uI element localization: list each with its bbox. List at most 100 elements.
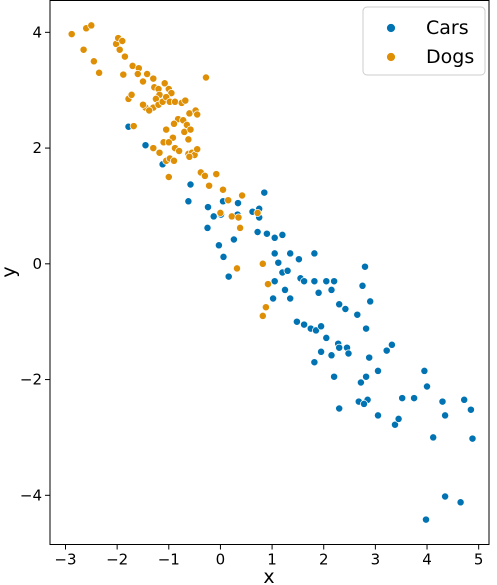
point-dogs-65 — [200, 171, 209, 180]
point-dogs-72 — [224, 196, 233, 205]
point-dogs-68 — [164, 173, 173, 181]
x-tick-label-1: 1 — [267, 551, 277, 569]
legend-marker-cars — [386, 23, 396, 33]
point-cars-73 — [374, 411, 382, 420]
point-dogs-2 — [87, 21, 96, 30]
point-cars-33 — [310, 277, 319, 286]
point-cars-19 — [229, 235, 238, 244]
point-cars-32 — [310, 249, 319, 258]
point-cars-14 — [260, 188, 269, 197]
point-cars-24 — [270, 249, 279, 258]
point-cars-77 — [410, 394, 419, 403]
point-dogs-43 — [186, 125, 195, 134]
point-cars-1 — [141, 141, 150, 150]
legend-label-cars: Cars — [426, 17, 469, 39]
point-cars-35 — [322, 277, 331, 286]
point-cars-42 — [361, 262, 369, 271]
point-dogs-3 — [89, 57, 98, 66]
point-cars-62 — [387, 340, 396, 349]
y-axis-label: y — [0, 266, 20, 277]
point-cars-66 — [356, 378, 365, 387]
point-cars-20 — [253, 228, 262, 236]
point-dogs-32 — [181, 96, 190, 105]
point-cars-49 — [300, 320, 309, 329]
point-dogs-79 — [258, 259, 267, 268]
point-dogs-83 — [258, 311, 267, 320]
point-dogs-82 — [261, 303, 270, 312]
y-axis: −4 −2 0 2 4 — [20, 23, 50, 504]
point-cars-53 — [322, 333, 331, 342]
point-cars-72 — [335, 404, 344, 413]
x-tick-label-4: 4 — [422, 551, 432, 569]
point-dogs-48 — [139, 100, 147, 109]
point-cars-3 — [184, 197, 193, 206]
x-tick-label-0: 0 — [216, 551, 226, 569]
point-cars-69 — [330, 372, 339, 381]
point-cars-74 — [391, 420, 399, 429]
point-dogs-4 — [79, 45, 88, 54]
y-tick-label-2: 2 — [32, 139, 42, 157]
point-cars-84 — [468, 434, 477, 443]
point-dogs-74 — [216, 208, 225, 217]
point-cars-29 — [294, 255, 303, 264]
point-dogs-69 — [202, 73, 210, 82]
point-dogs-30 — [171, 97, 179, 106]
legend-label-dogs: Dogs — [426, 46, 474, 68]
point-dogs-16 — [143, 70, 152, 78]
x-tick-label--3: −3 — [54, 551, 76, 569]
legend-marker-dogs — [386, 52, 396, 62]
y-tick-label-4: 4 — [32, 23, 42, 41]
x-tick-label--1: −1 — [158, 551, 180, 569]
point-dogs-73 — [238, 191, 247, 200]
y-tick-label--4: −4 — [20, 486, 42, 504]
point-cars-78 — [420, 366, 429, 375]
point-cars-36 — [327, 285, 336, 294]
x-axis-label: x — [263, 566, 274, 585]
x-axis: −3 −2 −1 0 1 2 3 4 5 — [54, 544, 483, 569]
point-dogs-67 — [185, 152, 194, 161]
point-cars-38 — [335, 300, 344, 309]
point-dogs-14 — [133, 70, 142, 78]
x-tick-label-3: 3 — [371, 551, 381, 569]
point-dogs-78 — [253, 208, 262, 217]
point-dogs-44 — [193, 110, 202, 119]
point-cars-25 — [274, 258, 283, 267]
point-dogs-63 — [193, 145, 202, 154]
legend: Cars Dogs — [362, 6, 486, 76]
point-cars-82 — [460, 395, 469, 404]
point-cars-21 — [262, 229, 271, 238]
point-dogs-47 — [145, 106, 154, 115]
point-cars-76 — [398, 394, 407, 403]
point-dogs-51 — [129, 122, 138, 131]
point-dogs-53 — [155, 148, 164, 157]
point-cars-28 — [286, 249, 295, 258]
point-dogs-50 — [127, 90, 136, 99]
point-cars-80 — [438, 397, 447, 406]
point-cars-63 — [310, 358, 319, 367]
point-cars-83 — [466, 405, 475, 414]
point-cars-87 — [456, 498, 465, 507]
point-cars-48 — [292, 317, 301, 326]
point-cars-45 — [281, 285, 289, 294]
point-dogs-75 — [227, 212, 236, 221]
point-dogs-80 — [233, 264, 241, 273]
point-cars-86 — [441, 492, 450, 501]
point-dogs-9 — [115, 45, 124, 54]
point-cars-23 — [278, 230, 287, 239]
point-cars-61 — [382, 346, 391, 355]
point-cars-59 — [362, 324, 371, 333]
point-cars-44 — [270, 277, 279, 286]
point-cars-18 — [224, 272, 233, 281]
point-cars-81 — [441, 411, 450, 420]
point-dogs-66 — [205, 181, 214, 190]
point-cars-41 — [358, 281, 367, 290]
point-cars-5 — [204, 203, 212, 212]
x-tick-label--2: −2 — [106, 551, 128, 569]
point-dogs-5 — [95, 68, 104, 77]
point-cars-75 — [394, 414, 403, 423]
point-dogs-81 — [264, 280, 272, 289]
point-cars-16 — [214, 241, 223, 250]
point-dogs-8 — [118, 37, 127, 45]
point-dogs-15 — [139, 77, 147, 86]
